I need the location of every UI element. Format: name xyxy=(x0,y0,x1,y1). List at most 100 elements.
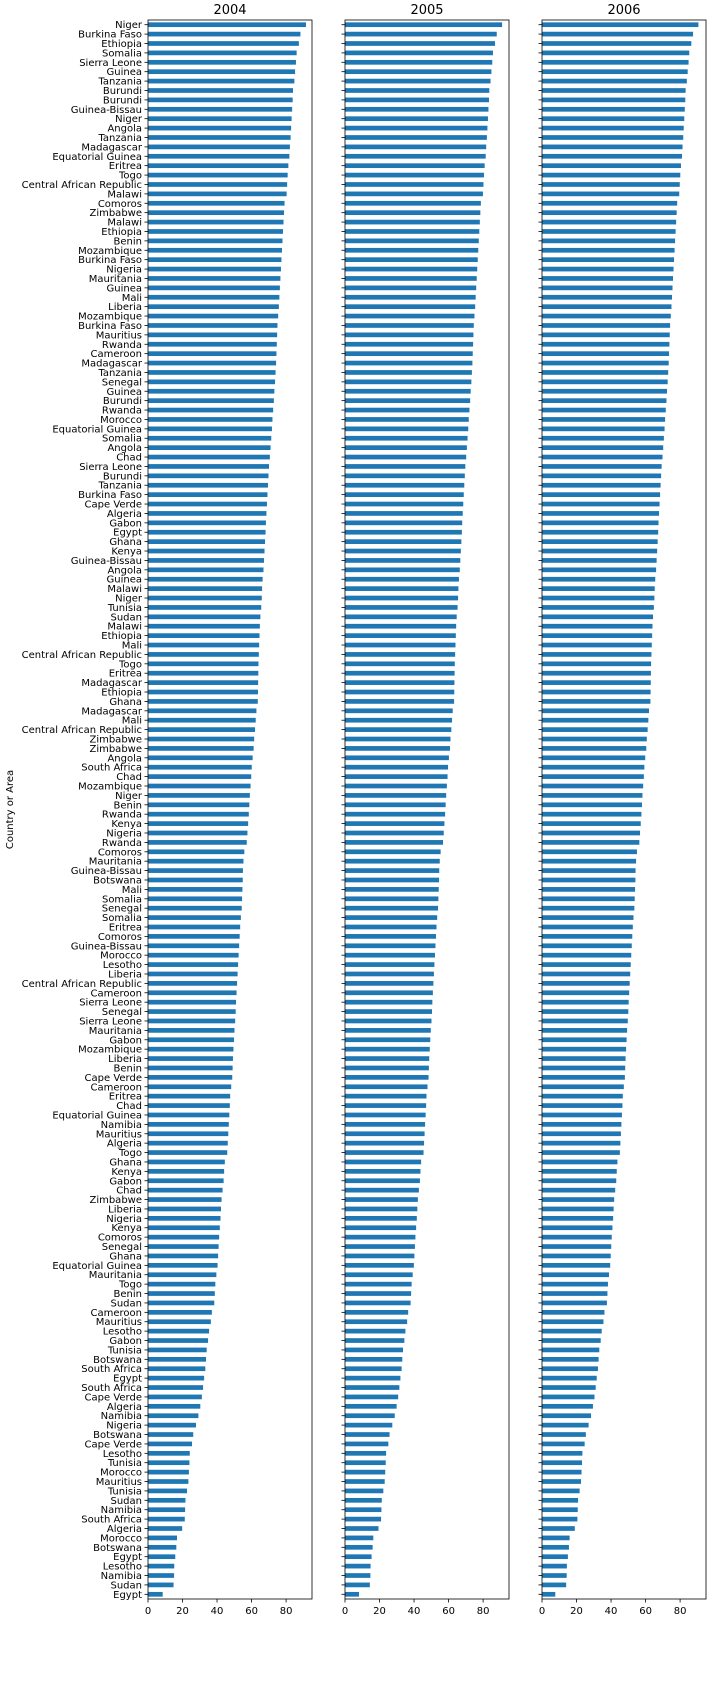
bar xyxy=(148,1544,177,1550)
bar xyxy=(542,1591,556,1597)
bar xyxy=(148,614,261,620)
bar xyxy=(345,125,488,131)
bar xyxy=(148,1291,215,1296)
bar xyxy=(345,313,475,319)
bar xyxy=(345,59,493,65)
panel-title: 2006 xyxy=(607,3,640,18)
y-tick-label: Togo xyxy=(118,659,142,670)
bar xyxy=(542,97,686,103)
y-tick-label: Ghana xyxy=(109,537,142,548)
bar xyxy=(345,1206,418,1212)
bar xyxy=(542,360,669,366)
bar xyxy=(148,905,242,911)
bar xyxy=(542,1366,598,1372)
bar xyxy=(148,830,248,836)
y-tick-label: Central African Republic xyxy=(22,180,142,191)
bar xyxy=(148,182,288,187)
bar xyxy=(148,1432,194,1437)
bar xyxy=(148,407,274,413)
y-tick-label: Tunisia xyxy=(107,1345,142,1356)
bar xyxy=(148,689,258,695)
bar xyxy=(345,370,472,375)
bar xyxy=(542,858,637,864)
bar xyxy=(148,511,267,516)
y-tick-label: Botswana xyxy=(93,1355,142,1366)
bar xyxy=(148,595,262,601)
y-tick-label: Gabon xyxy=(109,1336,142,1347)
bar xyxy=(148,623,260,629)
bar xyxy=(542,990,630,996)
y-tick-label: Zimbabwe xyxy=(89,208,142,219)
bar xyxy=(345,1582,370,1588)
bar xyxy=(542,1544,569,1550)
y-tick-label: Mozambique xyxy=(78,782,142,793)
bar xyxy=(542,1488,580,1494)
bar xyxy=(542,764,645,770)
y-tick-label: Kenya xyxy=(111,1167,142,1178)
bar xyxy=(148,652,259,657)
y-tick-label: Central African Republic xyxy=(22,650,142,661)
bar xyxy=(345,774,448,779)
y-tick-label: Senegal xyxy=(102,1007,142,1018)
x-tick-label: 60 xyxy=(442,1606,455,1617)
y-tick-label: Mauritius xyxy=(96,1129,142,1140)
y-tick-label: Guinea xyxy=(107,387,142,398)
bar xyxy=(148,1309,212,1315)
x-tick-label: 60 xyxy=(245,1606,258,1617)
bar xyxy=(542,163,681,169)
y-tick-label: Mali xyxy=(122,641,142,652)
bar xyxy=(148,304,279,310)
y-tick-label: Mauritania xyxy=(89,274,142,285)
bar xyxy=(345,952,435,958)
bar xyxy=(345,492,464,497)
bar xyxy=(148,868,243,873)
bar xyxy=(345,1469,386,1475)
bar xyxy=(542,1582,567,1588)
bar xyxy=(148,210,285,216)
y-tick-label: Egypt xyxy=(113,1552,142,1563)
y-tick-label: Chad xyxy=(116,453,142,464)
bar xyxy=(542,1497,579,1503)
bar xyxy=(542,379,668,385)
bar xyxy=(345,379,472,385)
bar xyxy=(542,454,663,460)
bar xyxy=(148,191,287,197)
bar xyxy=(345,22,503,28)
bar xyxy=(148,341,277,347)
bar xyxy=(542,971,631,977)
bar xyxy=(345,163,485,169)
bar xyxy=(148,125,292,131)
y-tick-label: Equatorial Guinea xyxy=(52,1110,142,1121)
bar xyxy=(148,1488,188,1494)
y-tick-label: Guinea-Bissau xyxy=(71,105,142,116)
y-tick-label: Niger xyxy=(115,594,143,605)
bar xyxy=(148,1253,219,1259)
y-tick-label: Ghana xyxy=(109,1157,142,1168)
bar xyxy=(148,163,289,169)
y-tick-label: Malawi xyxy=(107,584,142,595)
bar xyxy=(542,135,684,140)
bar xyxy=(345,539,462,544)
bar xyxy=(148,520,266,526)
y-tick-label: Burkina Faso xyxy=(78,490,142,501)
bar xyxy=(345,219,480,225)
bar xyxy=(542,1028,628,1033)
bar xyxy=(345,943,436,949)
bar xyxy=(148,1206,222,1212)
bar xyxy=(148,106,293,112)
y-tick-label: Kenya xyxy=(111,819,142,830)
bar xyxy=(542,50,690,56)
bar xyxy=(148,276,281,281)
y-tick-label: Benin xyxy=(114,1063,142,1074)
bar xyxy=(542,1281,608,1287)
y-tick-label: Chad xyxy=(116,772,142,783)
x-tick-label: 0 xyxy=(539,1606,545,1617)
bar xyxy=(345,1291,412,1296)
y-tick-label: Togo xyxy=(118,171,142,182)
y-tick-label: Burundi xyxy=(103,86,142,97)
bar xyxy=(345,529,462,535)
bar xyxy=(148,1375,205,1381)
y-tick-label: Togo xyxy=(118,1280,142,1291)
y-tick-label: Lesotho xyxy=(103,960,142,971)
bar xyxy=(542,1347,600,1353)
